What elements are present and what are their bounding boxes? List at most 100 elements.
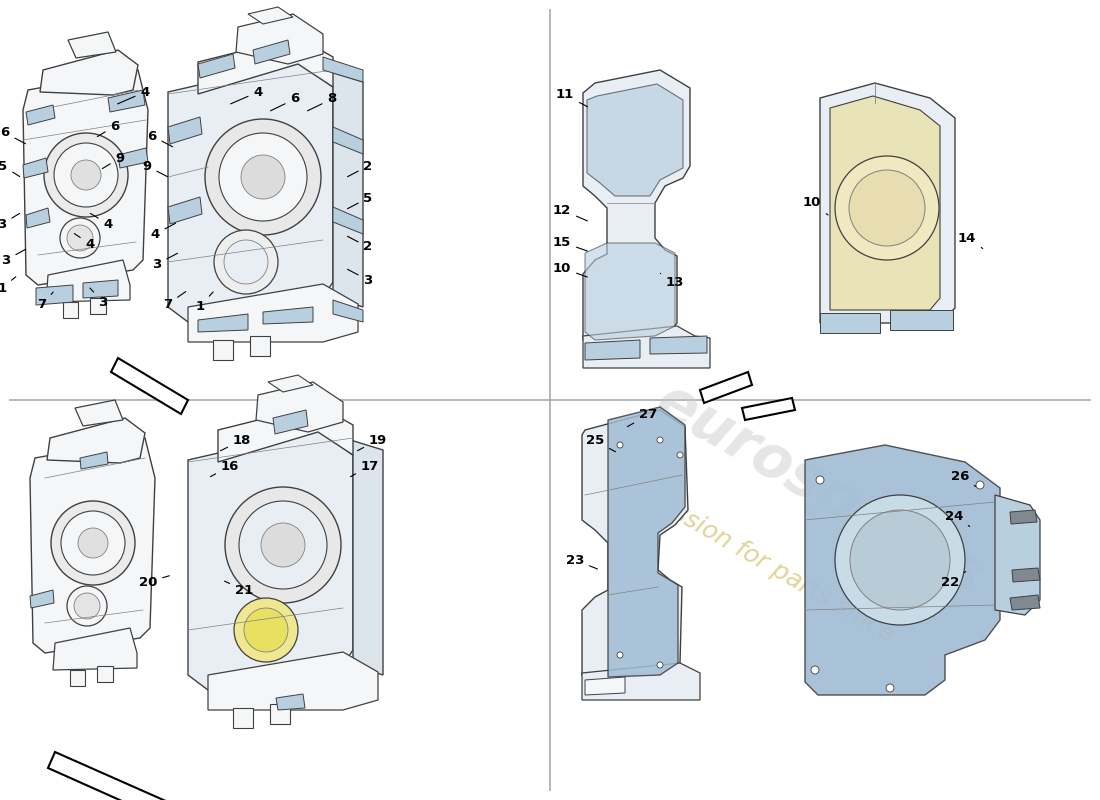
Circle shape bbox=[244, 608, 288, 652]
Circle shape bbox=[219, 133, 307, 221]
Polygon shape bbox=[198, 37, 333, 94]
Polygon shape bbox=[36, 285, 73, 305]
Text: 15: 15 bbox=[553, 235, 587, 251]
Text: 18: 18 bbox=[220, 434, 251, 450]
Text: 3: 3 bbox=[1, 250, 25, 266]
Circle shape bbox=[976, 481, 984, 489]
Polygon shape bbox=[70, 670, 85, 686]
Polygon shape bbox=[333, 207, 363, 234]
Polygon shape bbox=[270, 704, 290, 724]
Polygon shape bbox=[26, 208, 50, 228]
Text: 22: 22 bbox=[940, 571, 966, 589]
Polygon shape bbox=[97, 666, 113, 682]
Circle shape bbox=[657, 437, 663, 443]
Circle shape bbox=[60, 218, 100, 258]
Polygon shape bbox=[323, 57, 363, 82]
Text: 1: 1 bbox=[196, 292, 213, 313]
Text: 4: 4 bbox=[90, 214, 112, 230]
Polygon shape bbox=[236, 14, 323, 64]
Circle shape bbox=[54, 143, 118, 207]
Polygon shape bbox=[68, 32, 116, 58]
Text: 6: 6 bbox=[147, 130, 173, 146]
Text: 16: 16 bbox=[210, 459, 239, 477]
Polygon shape bbox=[47, 418, 145, 463]
Polygon shape bbox=[583, 70, 690, 350]
Polygon shape bbox=[333, 300, 363, 322]
Polygon shape bbox=[820, 83, 955, 323]
Polygon shape bbox=[333, 127, 363, 154]
Text: 4: 4 bbox=[151, 223, 176, 241]
Text: 11: 11 bbox=[556, 89, 587, 106]
Polygon shape bbox=[46, 260, 130, 302]
Polygon shape bbox=[168, 117, 202, 144]
Circle shape bbox=[617, 442, 623, 448]
Polygon shape bbox=[48, 752, 168, 800]
Circle shape bbox=[816, 476, 824, 484]
Polygon shape bbox=[650, 336, 707, 354]
Polygon shape bbox=[82, 280, 118, 298]
Polygon shape bbox=[248, 7, 293, 24]
Text: 24: 24 bbox=[945, 510, 970, 526]
Circle shape bbox=[72, 160, 101, 190]
Text: 3: 3 bbox=[90, 288, 108, 309]
Text: 14: 14 bbox=[958, 231, 982, 249]
Circle shape bbox=[835, 495, 965, 625]
Polygon shape bbox=[23, 158, 48, 178]
Polygon shape bbox=[63, 302, 78, 318]
Polygon shape bbox=[263, 307, 313, 324]
Text: 4: 4 bbox=[231, 86, 263, 104]
Polygon shape bbox=[198, 314, 248, 332]
Polygon shape bbox=[298, 62, 363, 307]
Polygon shape bbox=[90, 298, 106, 314]
Circle shape bbox=[214, 230, 278, 294]
Polygon shape bbox=[256, 382, 343, 432]
Circle shape bbox=[67, 225, 94, 251]
Text: 8: 8 bbox=[308, 93, 337, 110]
Polygon shape bbox=[830, 96, 940, 310]
Text: 2: 2 bbox=[348, 236, 373, 254]
Circle shape bbox=[51, 501, 135, 585]
Polygon shape bbox=[587, 84, 683, 196]
Polygon shape bbox=[273, 410, 308, 434]
Polygon shape bbox=[253, 40, 290, 64]
Polygon shape bbox=[890, 310, 953, 330]
Text: 4: 4 bbox=[118, 86, 150, 104]
Polygon shape bbox=[820, 313, 880, 333]
Circle shape bbox=[617, 652, 623, 658]
Polygon shape bbox=[198, 54, 235, 78]
Polygon shape bbox=[23, 70, 148, 285]
Text: 25: 25 bbox=[586, 434, 616, 452]
Circle shape bbox=[234, 598, 298, 662]
Polygon shape bbox=[608, 407, 685, 677]
Circle shape bbox=[241, 155, 285, 199]
Polygon shape bbox=[585, 243, 675, 340]
Circle shape bbox=[676, 452, 683, 458]
Polygon shape bbox=[75, 400, 123, 426]
Polygon shape bbox=[268, 375, 313, 392]
Text: 7: 7 bbox=[164, 291, 186, 310]
Text: 27: 27 bbox=[627, 409, 657, 426]
Polygon shape bbox=[805, 445, 1000, 695]
Polygon shape bbox=[168, 197, 202, 224]
Text: 6: 6 bbox=[98, 119, 120, 137]
Polygon shape bbox=[108, 90, 145, 112]
Polygon shape bbox=[585, 340, 640, 360]
Circle shape bbox=[835, 156, 939, 260]
Polygon shape bbox=[582, 410, 688, 685]
Polygon shape bbox=[583, 326, 710, 368]
Polygon shape bbox=[111, 358, 188, 414]
Polygon shape bbox=[1010, 510, 1037, 524]
Circle shape bbox=[886, 684, 894, 692]
Text: 3: 3 bbox=[153, 254, 177, 270]
Circle shape bbox=[261, 523, 305, 567]
Circle shape bbox=[205, 119, 321, 235]
Polygon shape bbox=[53, 628, 138, 670]
Text: 7: 7 bbox=[37, 292, 53, 311]
Polygon shape bbox=[80, 452, 108, 469]
Polygon shape bbox=[208, 652, 378, 710]
Text: 2: 2 bbox=[348, 159, 373, 177]
Circle shape bbox=[849, 170, 925, 246]
Circle shape bbox=[78, 528, 108, 558]
Circle shape bbox=[44, 133, 128, 217]
Text: 20: 20 bbox=[139, 575, 169, 589]
